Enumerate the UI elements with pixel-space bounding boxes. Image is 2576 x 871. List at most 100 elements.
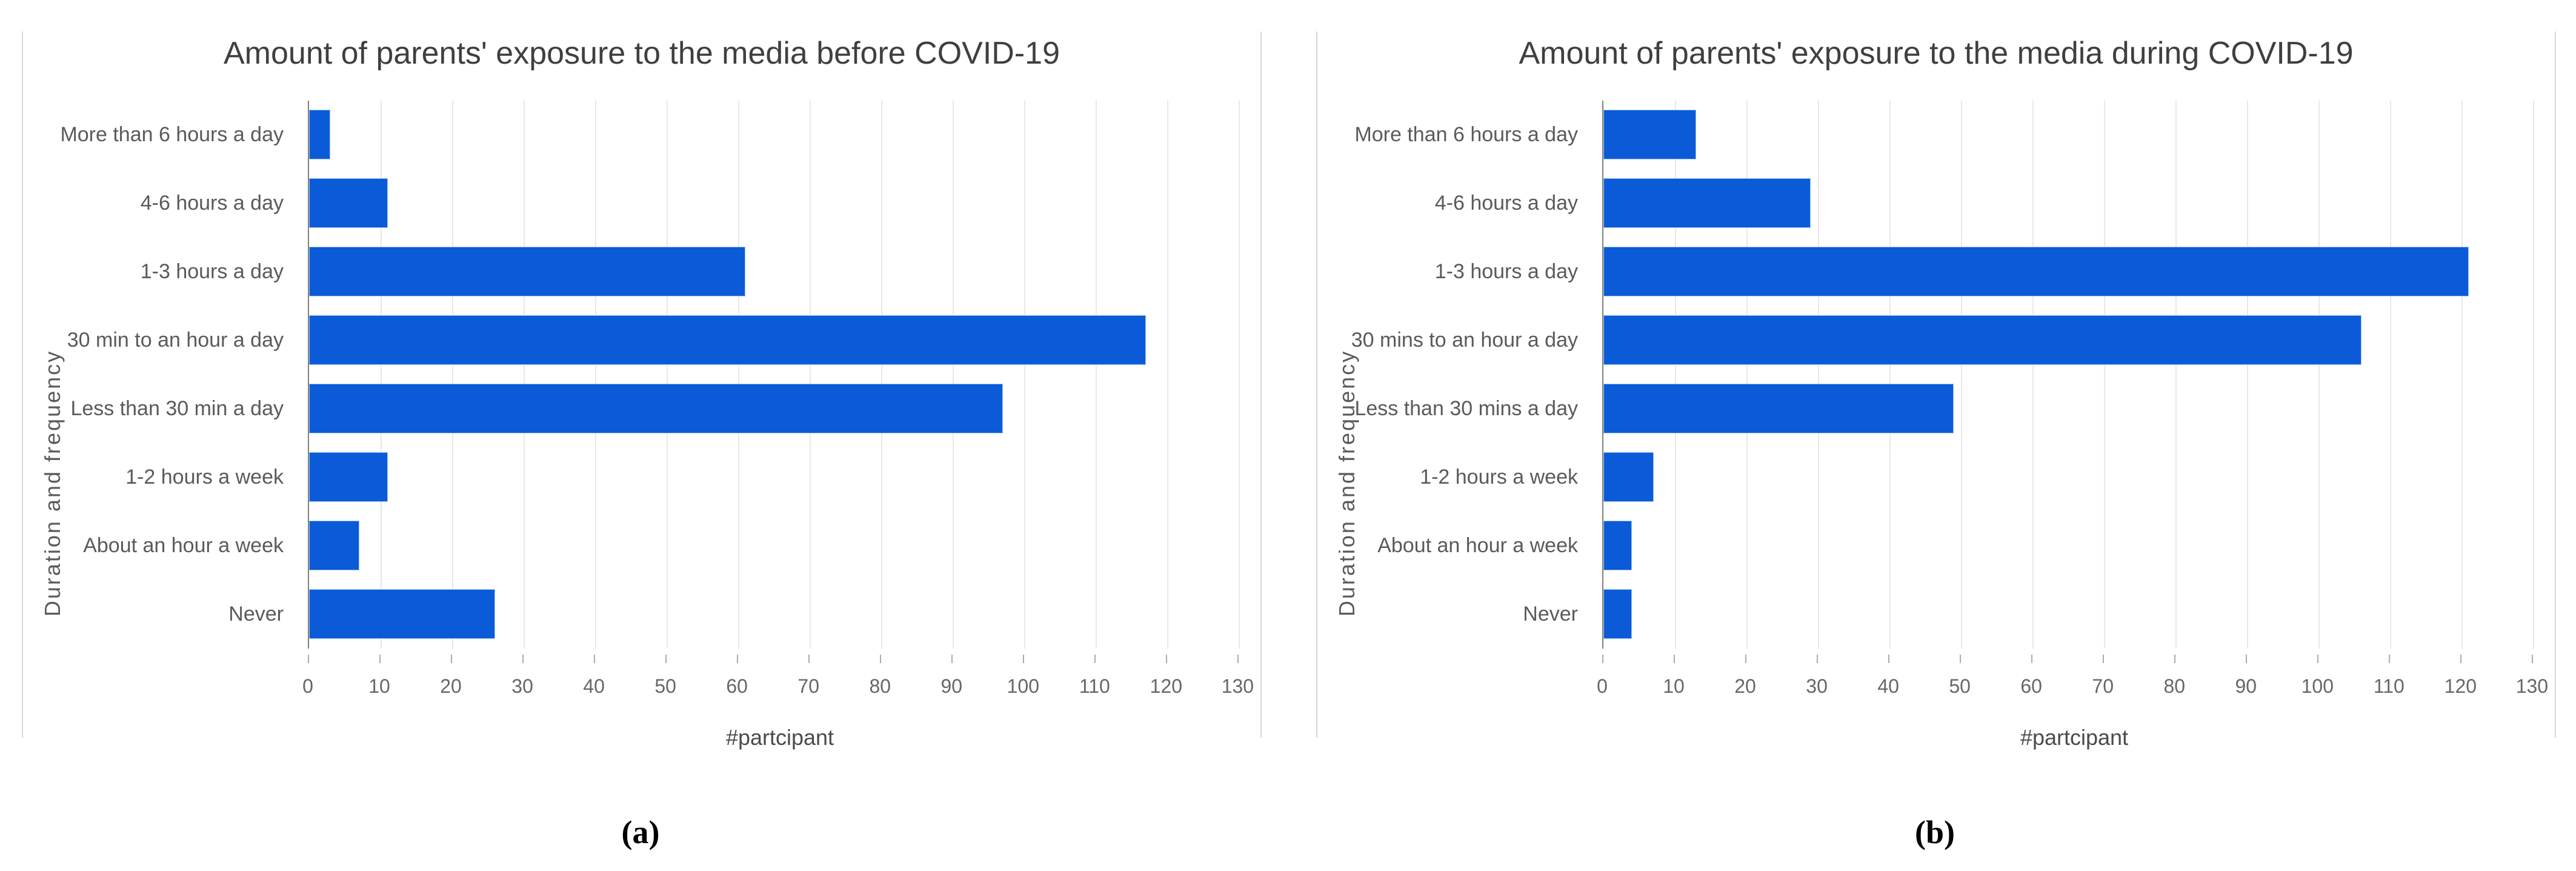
x-tick-mark: [808, 655, 810, 663]
gridline: [1961, 101, 1963, 649]
x-tick-mark: [951, 655, 953, 663]
x-tick-mark: [1237, 655, 1239, 663]
x-tick-label: 110: [2373, 675, 2405, 697]
x-tick-mark: [594, 655, 596, 663]
bar: [1603, 589, 1632, 639]
gridline: [881, 101, 883, 649]
category-label: More than 6 hours a day: [1354, 123, 1578, 146]
x-tick-label: 10: [368, 675, 390, 697]
bar: [1603, 247, 2469, 296]
x-tick-mark: [1745, 655, 1747, 663]
bar: [309, 384, 1003, 433]
gridline: [2032, 101, 2034, 649]
x-axis-title: #partcipant: [725, 725, 834, 750]
bar: [1603, 110, 1697, 159]
bar: [1603, 452, 1654, 502]
plot-area: [308, 101, 1253, 649]
gridline: [2390, 101, 2392, 649]
x-tick-label: 0: [1597, 675, 1608, 697]
x-tick-mark: [2246, 655, 2248, 663]
x-tick-label: 40: [583, 675, 605, 697]
x-tick-mark: [1094, 655, 1096, 663]
category-label: 4-6 hours a day: [140, 192, 284, 215]
x-tick-mark: [522, 655, 524, 663]
x-tick-mark: [1023, 655, 1025, 663]
category-label: 1-2 hours a week: [1420, 466, 1578, 489]
gridline: [452, 101, 454, 649]
gridline: [595, 101, 597, 649]
x-axis: 0 10 20 30 40 50 60 70 80 90 100 110 120 130: [1597, 649, 2549, 721]
gridline: [1024, 101, 1026, 649]
bar: [1603, 315, 2362, 365]
bar: [309, 315, 1146, 365]
gridline: [1889, 101, 1891, 649]
category-axis: More than 6 hours a day 4-6 hours a day 1-…: [23, 101, 296, 649]
bar: [309, 247, 745, 296]
x-tick-mark: [1960, 655, 1962, 663]
gridline: [667, 101, 668, 649]
x-tick-label: 100: [2301, 675, 2334, 697]
category-label: 30 min to an hour a day: [67, 329, 284, 352]
x-tick-label: 60: [726, 675, 748, 697]
category-label: 1-3 hours a day: [1434, 260, 1578, 283]
gridline: [1675, 101, 1677, 649]
x-tick-mark: [737, 655, 739, 663]
category-axis: More than 6 hours a day 4-6 hours a day 1-…: [1317, 101, 1590, 649]
x-tick-label: 20: [440, 675, 462, 697]
x-tick-label: 50: [654, 675, 676, 697]
gridline: [2533, 101, 2535, 649]
x-tick-label: 120: [2444, 675, 2477, 697]
gridline: [1746, 101, 1748, 649]
chart-title: Amount of parents' exposure to the media…: [1519, 36, 2354, 71]
x-tick-label: 80: [2163, 675, 2186, 697]
gridline: [1096, 101, 1097, 649]
x-tick-label: 100: [1007, 675, 1039, 697]
x-tick-label: 130: [2515, 675, 2549, 697]
gridline: [2247, 101, 2249, 649]
bar: [309, 521, 359, 570]
x-tick-mark: [2103, 655, 2105, 663]
x-tick-label: 30: [1806, 675, 1828, 697]
bar: [309, 178, 388, 228]
category-label: About an hour a week: [83, 534, 284, 557]
x-tick-mark: [451, 655, 453, 663]
category-label: Less than 30 mins a day: [1354, 397, 1578, 420]
x-tick-mark: [1166, 655, 1168, 663]
gridline: [1167, 101, 1169, 649]
category-label: Never: [1523, 602, 1578, 626]
x-tick-label: 30: [511, 675, 533, 697]
x-axis: 0 10 20 30 40 50 60 70 80 90 100 110 120 130: [302, 649, 1254, 721]
chart-title: Amount of parents' exposure to the media…: [223, 36, 1060, 71]
x-tick-label: 70: [797, 675, 819, 697]
gridline: [953, 101, 954, 649]
x-tick-label: 0: [302, 675, 313, 697]
x-tick-mark: [2460, 655, 2462, 663]
x-tick-label: 10: [1663, 675, 1685, 697]
x-tick-label: 40: [1877, 675, 1899, 697]
bar: [1603, 384, 1954, 433]
category-label: More than 6 hours a day: [60, 123, 284, 146]
x-tick-mark: [1674, 655, 1676, 663]
x-tick-label: 110: [1079, 675, 1110, 697]
chart-panel-b: Amount of parents' exposure to the media…: [1316, 32, 2556, 750]
x-tick-label: 90: [2235, 675, 2257, 697]
chart-panel-a: Amount of parents' exposure to the media…: [22, 32, 1262, 750]
x-tick-mark: [2031, 655, 2033, 663]
x-tick-mark: [2317, 655, 2319, 663]
x-tick-mark: [665, 655, 667, 663]
subfigure-caption-a: (a): [621, 814, 660, 850]
x-tick-label: 20: [1734, 675, 1756, 697]
gridline: [381, 101, 382, 649]
gridline: [2461, 101, 2463, 649]
x-tick-mark: [1888, 655, 1890, 663]
bar: [309, 589, 495, 639]
category-label: 4-6 hours a day: [1434, 192, 1578, 215]
bar: [309, 110, 331, 159]
x-tick-label: 120: [1150, 675, 1183, 697]
gridline: [810, 101, 811, 649]
gridline: [738, 101, 740, 649]
x-tick-mark: [880, 655, 882, 663]
category-label: 30 mins to an hour a day: [1351, 329, 1578, 352]
bar: [1603, 521, 1632, 570]
x-tick-label: 90: [940, 675, 963, 697]
